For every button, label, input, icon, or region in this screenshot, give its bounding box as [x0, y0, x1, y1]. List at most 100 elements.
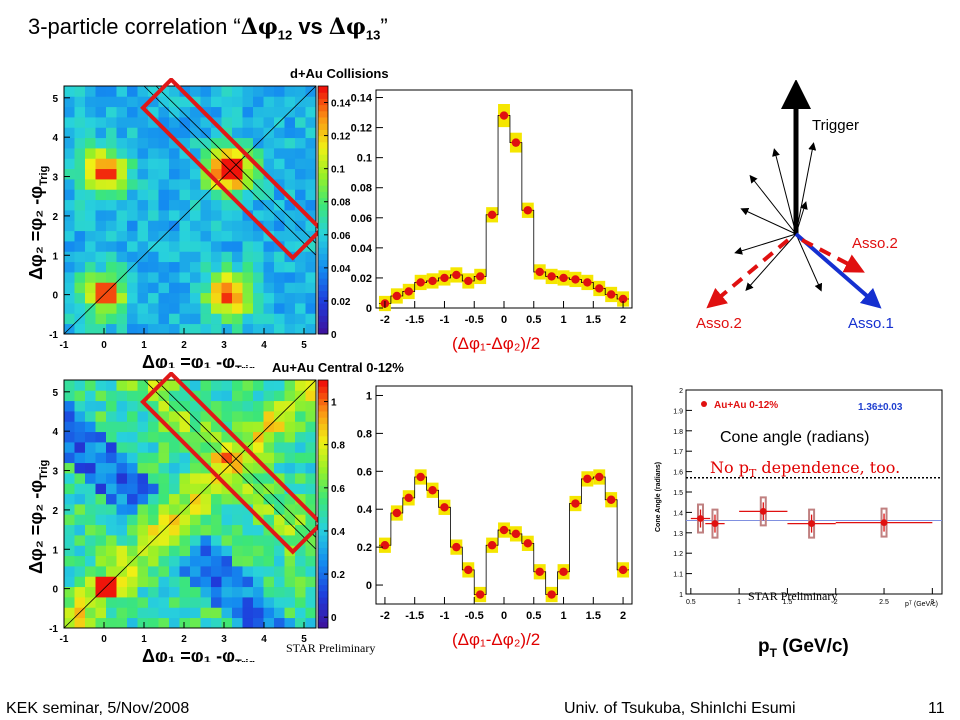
- heatmap-cell: [242, 607, 254, 619]
- heatmap-cell: [64, 210, 75, 221]
- heatmap-cell: [95, 230, 107, 242]
- heatmap-cell: [190, 220, 201, 232]
- heatmap-cell: [116, 189, 128, 201]
- heatmap-cell: [242, 462, 254, 474]
- colorbar-step: [318, 460, 328, 468]
- heatmap-cell: [116, 390, 128, 402]
- colorbar-step: [318, 423, 328, 431]
- data-point: [380, 541, 390, 550]
- heatmap-cell: [148, 148, 159, 159]
- heatmap-cell: [95, 566, 107, 577]
- heatmap-cell: [274, 400, 285, 412]
- colorbar-step: [318, 185, 328, 192]
- heatmap-cell: [169, 210, 180, 221]
- heatmap-cell: [211, 380, 222, 391]
- heatmap-cell: [274, 514, 285, 526]
- colorbar-step: [318, 141, 328, 149]
- anti-diagonal-line: [155, 85, 317, 244]
- heatmap-cell: [284, 148, 296, 159]
- heatmap-cell: [64, 313, 75, 325]
- heatmap-cell: [148, 86, 159, 97]
- legend-label: Au+Au 0-12%: [714, 400, 778, 411]
- heatmap-cell: [295, 303, 306, 314]
- heatmap-cell: [179, 127, 191, 139]
- heatmap-cell: [284, 189, 296, 201]
- heatmap-cell: [305, 535, 317, 546]
- heatmap-cell: [116, 421, 128, 433]
- heatmap-cell: [263, 189, 275, 201]
- heatmap-cell: [179, 586, 191, 598]
- heatmap-cell: [190, 137, 201, 149]
- heatmap-cell: [169, 545, 180, 557]
- heatmap-cell: [211, 545, 222, 557]
- heatmap-cell: [253, 380, 264, 391]
- heatmap-cell: [211, 421, 222, 433]
- colorbar-step: [318, 166, 328, 174]
- heatmap-cell: [74, 251, 86, 263]
- heatmap-cell: [190, 504, 201, 515]
- heatmap-cell: [137, 524, 149, 536]
- heatmap-cell: [74, 86, 86, 97]
- heatmap-cell: [190, 607, 201, 619]
- colorbar-step: [318, 429, 328, 437]
- heatmap-cell: [305, 545, 317, 557]
- heatmap-cell: [211, 251, 222, 263]
- heatmap-cell: [221, 210, 233, 221]
- heatmap-cell: [253, 251, 264, 263]
- heatmap-cell: [64, 504, 75, 515]
- heatmap-cell: [190, 117, 201, 128]
- colorbar-step: [318, 609, 328, 617]
- heatmap-cell: [137, 158, 149, 170]
- heatmap-cell: [274, 179, 285, 190]
- colorbar-step: [318, 559, 328, 567]
- heatmap-cell: [211, 220, 222, 232]
- x-tick-label: 2: [620, 314, 626, 326]
- heatmap-cell: [127, 137, 138, 149]
- x-tick-label: 0: [101, 340, 107, 351]
- heatmap-cell: [116, 586, 128, 598]
- heatmap-cell: [274, 272, 285, 283]
- heatmap-cell: [200, 148, 212, 159]
- heatmap-cell: [137, 586, 149, 598]
- heatmap-cell: [253, 400, 264, 412]
- heatmap-cell: [190, 617, 201, 629]
- heatmap-cell: [263, 282, 275, 294]
- heatmap-cell: [85, 241, 96, 252]
- heatmap-cell: [305, 272, 317, 283]
- heatmap-cell: [211, 272, 222, 283]
- heatmap-cell: [148, 483, 159, 495]
- heatmap-cell: [284, 210, 296, 221]
- heatmap-cell: [200, 168, 212, 180]
- heatmap-cell: [64, 106, 75, 118]
- heatmap-cell: [74, 535, 86, 546]
- heatmap-cell: [190, 86, 201, 97]
- heatmap-cell: [295, 241, 306, 252]
- colorbar-step: [318, 454, 328, 462]
- colorbar-step: [318, 241, 328, 248]
- heatmap-cell: [137, 137, 149, 149]
- colorbar-step: [318, 417, 328, 424]
- heatmap-cell: [274, 96, 285, 108]
- heatmap-cell: [221, 617, 233, 629]
- heatmap-cell: [85, 313, 96, 325]
- y-axis-label: Δφ₂ =φ₂ -φTrig: [26, 166, 50, 280]
- heatmap-cell: [295, 292, 306, 304]
- heatmap-cell: [64, 576, 75, 588]
- heatmap-cell: [253, 158, 264, 170]
- heatmap-cell: [305, 493, 317, 505]
- colorbar-tick-label: 0: [331, 613, 337, 624]
- colorbar-step: [318, 247, 328, 254]
- y-tick-label: 1: [366, 390, 372, 402]
- colorbar-step: [318, 621, 328, 629]
- footer-left: KEK seminar, 5/Nov/2008: [6, 700, 190, 717]
- heatmap-cell: [179, 442, 191, 453]
- heatmap-cell: [64, 390, 75, 402]
- heatmap-cell: [95, 597, 107, 608]
- heatmap-cell: [305, 106, 317, 118]
- heatmap-cell: [232, 148, 243, 159]
- heatmap-cell: [137, 473, 149, 484]
- heatmap-cell: [253, 545, 264, 557]
- heatmap-cell: [74, 261, 86, 273]
- heatmap-cell: [200, 607, 212, 619]
- heatmap-cell: [284, 199, 296, 211]
